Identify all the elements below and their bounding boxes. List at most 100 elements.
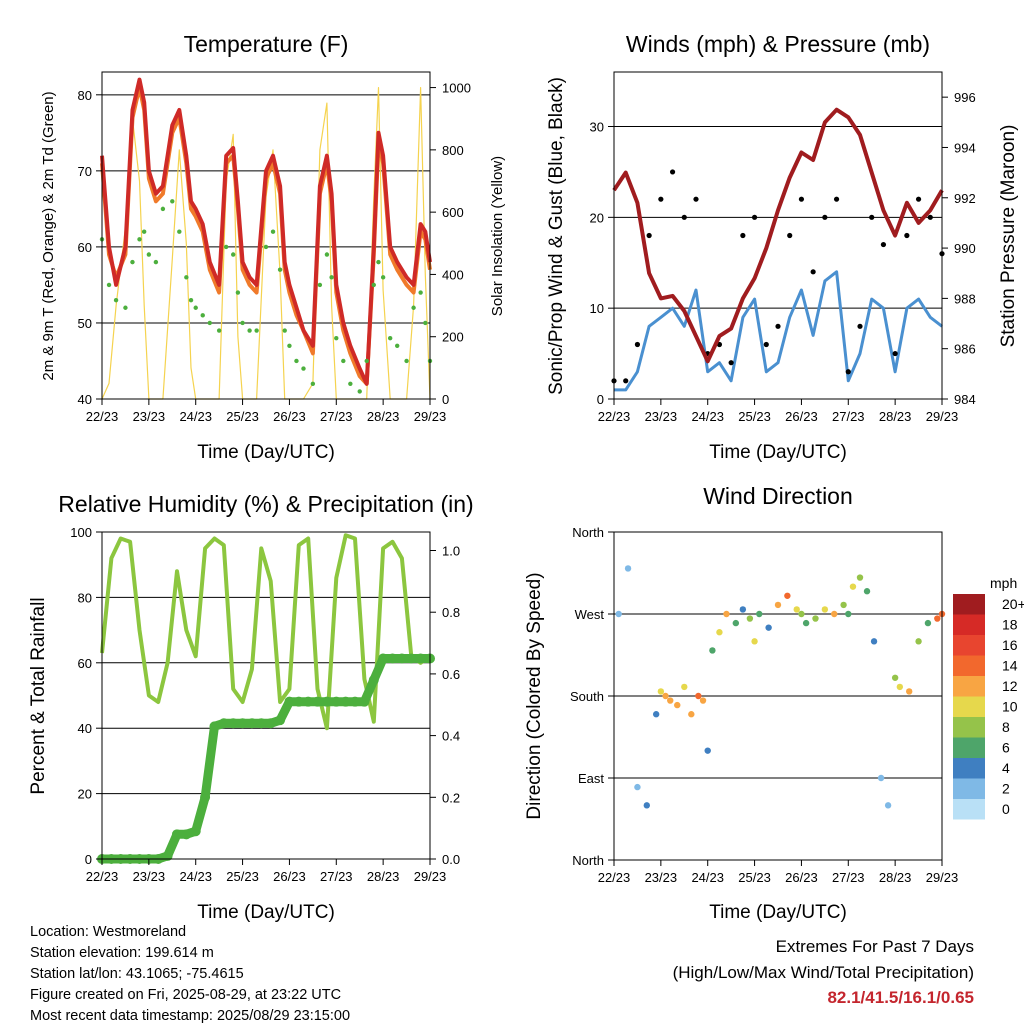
- legend-label: 0: [1002, 801, 1010, 817]
- legend-label: 6: [1002, 740, 1010, 756]
- dewpoint-point: [231, 252, 236, 257]
- legend-swatch: [953, 635, 985, 656]
- gust-point: [798, 196, 805, 202]
- x-tick-label: 24/23: [179, 409, 212, 424]
- legend-label: 2: [1002, 781, 1010, 797]
- legend-swatch: [953, 717, 985, 738]
- direction-point: [681, 683, 688, 691]
- dewpoint-point: [387, 335, 393, 341]
- temp-2m-line: [100, 77, 432, 386]
- dewpoint-point: [411, 305, 416, 310]
- dewpoint-point: [170, 199, 175, 204]
- legend-label: 18: [1002, 617, 1018, 633]
- dewpoint-point: [287, 343, 292, 348]
- direction-point: [624, 565, 632, 572]
- legend-label: 20+: [1002, 596, 1024, 612]
- x-tick-label: 29/23: [414, 409, 447, 424]
- x-tick-label: 28/23: [367, 409, 400, 424]
- gust-point: [634, 341, 641, 348]
- direction-tick-label: North: [572, 525, 604, 540]
- direction-point: [765, 624, 772, 631]
- dewpoint-point: [294, 358, 299, 364]
- direction-point: [906, 688, 913, 695]
- direction-point: [784, 592, 791, 599]
- direction-point: [884, 802, 892, 809]
- direction-panel: Wind Direction 22/23 23/23 24/23 25/23 26/23…: [524, 483, 1024, 923]
- dewpoint-point: [371, 282, 376, 288]
- winds-xlabel: Time (Day/UTC): [709, 442, 847, 463]
- legend-swatch: [953, 799, 985, 820]
- x-tick-label: 25/23: [738, 409, 771, 424]
- y-tick-label-right: 1000: [442, 81, 471, 96]
- humidity-panel: Relative Humidity (%) & Precipitation (i…: [28, 491, 474, 923]
- x-tick-label: 26/23: [785, 409, 818, 424]
- y-tick-label-right: 0.0: [442, 852, 460, 867]
- x-tick-label: 29/23: [926, 870, 959, 885]
- direction-point: [915, 638, 922, 645]
- y-tick-label-left: 60: [78, 240, 92, 255]
- gust-point: [728, 360, 734, 366]
- dewpoint-point: [329, 275, 334, 280]
- direction-point: [856, 574, 864, 581]
- winds-ylabel-right: Station Pressure (Maroon): [998, 125, 1019, 348]
- dewpoint-point: [254, 328, 259, 333]
- y-tick-label-right: 988: [954, 291, 976, 306]
- y-tick-label-left: 20: [590, 210, 604, 225]
- direction-point: [849, 583, 857, 590]
- legend-label: 10: [1002, 699, 1018, 715]
- gust-point: [845, 369, 851, 375]
- station-info: Location: Westmoreland Station elevation…: [30, 922, 350, 1027]
- legend-swatch: [953, 655, 985, 676]
- dewpoint-point: [137, 237, 142, 242]
- dewpoint-point: [324, 252, 330, 257]
- x-tick-label: 28/23: [879, 409, 912, 424]
- gust-point: [775, 323, 781, 329]
- x-tick-label: 27/23: [320, 869, 353, 884]
- dewpoint-point: [123, 305, 128, 310]
- legend-swatch: [953, 737, 985, 758]
- y-tick-label-right: 400: [442, 267, 464, 282]
- x-tick-label: 22/23: [86, 869, 119, 884]
- legend-label: 14: [1002, 658, 1018, 674]
- y-tick-label-right: 990: [954, 241, 976, 256]
- x-tick-label: 23/23: [645, 409, 678, 424]
- x-tick-label: 24/23: [691, 870, 724, 885]
- direction-tick-label: South: [570, 689, 604, 704]
- temperature-plot-frame: [101, 71, 431, 400]
- direction-point: [934, 615, 941, 622]
- gust-point: [646, 232, 652, 239]
- dewpoint-point: [317, 282, 323, 288]
- dewpoint-point: [380, 275, 386, 280]
- direction-title: Wind Direction: [703, 483, 853, 509]
- legend-swatch: [953, 778, 985, 799]
- y-tick-label-left: 70: [78, 164, 92, 179]
- direction-point: [732, 619, 740, 627]
- dewpoint-point: [423, 320, 428, 326]
- speed-legend: 20+ 18 16 14 12 10 8 6 4 2 0: [953, 594, 1024, 820]
- direction-point: [877, 774, 885, 782]
- y-tick-label-left: 100: [70, 525, 92, 540]
- location-text: Location: Westmoreland: [30, 924, 187, 940]
- gust-point: [658, 196, 664, 202]
- dewpoint-point: [146, 252, 152, 257]
- dewpoint-point: [364, 358, 369, 364]
- gust-point: [915, 196, 922, 202]
- x-tick-label: 25/23: [226, 869, 259, 884]
- y-tick-label-left: 20: [78, 787, 92, 802]
- temperature-ylabel-right: Solar Insolation (Yellow): [489, 156, 506, 316]
- legend-label: 16: [1002, 637, 1018, 653]
- x-tick-label: 22/23: [598, 409, 631, 424]
- legend-swatch: [953, 594, 985, 615]
- dewpoint-point: [188, 297, 194, 303]
- x-tick-label: 29/23: [414, 869, 447, 884]
- gust-point: [693, 196, 699, 202]
- humidity-plot-frame: [101, 531, 431, 860]
- y-tick-label-left: 50: [78, 316, 92, 331]
- direction-point: [774, 601, 782, 609]
- direction-point: [662, 692, 669, 700]
- direction-point: [798, 610, 805, 618]
- x-tick-label: 25/23: [226, 409, 259, 424]
- dewpoint-point: [357, 389, 362, 394]
- wind-line: [614, 270, 943, 392]
- direction-point: [667, 697, 674, 704]
